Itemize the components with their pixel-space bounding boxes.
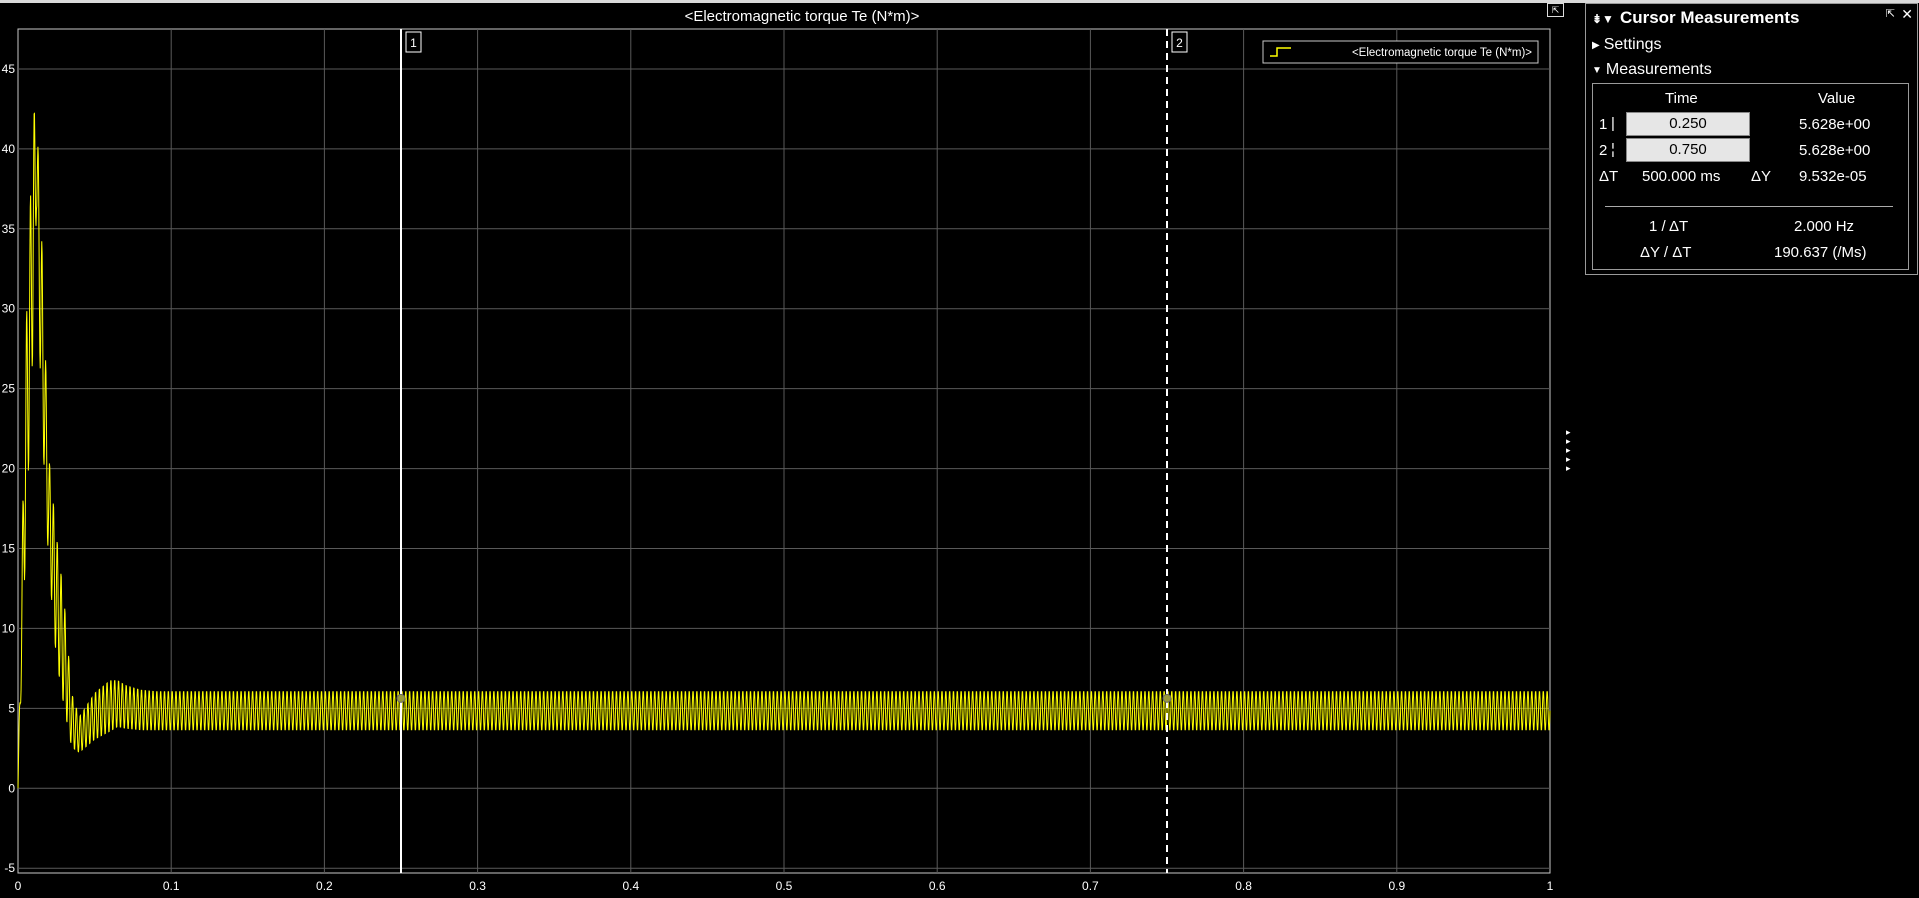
delta-t-label: ΔT [1599,168,1619,185]
y-tick-label: 15 [2,542,16,556]
x-tick-label: 0.1 [163,879,180,893]
pin-icon[interactable]: ⇟▼ [1592,12,1614,26]
cursor-1-solid-icon: | [1611,115,1615,132]
expand-panel-icon[interactable]: ▸ ▸ ▸ ▸ ▸ [1566,427,1571,473]
y-tick-label: 0 [8,781,15,795]
delta-t-value: 500.000 ms [1642,168,1721,185]
inverse-delta-t-value: 2.000 Hz [1794,218,1855,235]
x-tick-label: 0.2 [316,879,333,893]
y-tick-label: 20 [2,462,16,476]
x-tick-label: 0.4 [622,879,639,893]
x-tick-label: 0.6 [929,879,946,893]
x-tick-label: 0.7 [1082,879,1099,893]
settings-section[interactable]: ▶ Settings [1592,36,1662,54]
cursor-1-time-input[interactable]: 0.250 [1626,112,1750,136]
inverse-delta-t-label: 1 / ΔT [1649,218,1689,235]
measurements-table: Time Value 1 | 0.250 5.628e+00 2 ¦ 0.750… [1592,83,1909,270]
y-tick-label: 40 [2,142,16,156]
undock-panel-icon[interactable]: ⇱ [1885,8,1895,20]
cursor-1-marker [396,693,406,703]
y-tick-label: 5 [8,701,15,715]
y-tick-label: 30 [2,302,16,316]
chart-title: <Electromagnetic torque Te (N*m)> [685,8,920,25]
y-tick-label: 45 [2,62,16,76]
cursor-1-value: 5.628e+00 [1799,116,1871,133]
expand-settings-icon[interactable]: ▶ [1592,40,1600,51]
y-tick-label: 25 [2,382,16,396]
cursor-measurements-panel: ⇟▼ Cursor Measurements ⇱ ✕ ▶ Settings ▼ Mea… [1585,3,1918,275]
delta-y-value: 9.532e-05 [1799,168,1867,185]
undock-icon[interactable]: ⇱ [1547,3,1564,17]
cursor-2-tag[interactable] [1171,31,1188,53]
cursor-2-label: 2 [1176,36,1183,50]
cursor-2-label: 2 [1599,142,1608,159]
x-tick-label: 0.5 [776,879,793,893]
cursor-2-marker [1162,693,1172,703]
legend[interactable] [1262,40,1539,64]
x-tick-label: 0.3 [469,879,486,893]
x-tick-label: 0 [15,879,22,893]
y-tick-label: 10 [2,621,16,635]
divider [1605,206,1893,207]
scope-plot[interactable]: 0 0.1 0.2 0.3 0.4 0.5 0.6 0.7 0.8 0.9 1-5051015202… [0,0,1580,898]
cursor-1-label: 1 [1599,116,1608,133]
x-tick-label: 0.8 [1235,879,1252,893]
panel-title: Cursor Measurements [1619,8,1800,27]
cursor-1-tag[interactable] [405,31,422,53]
collapse-measurements-icon[interactable]: ▼ [1592,65,1602,76]
time-column-header: Time [1665,90,1698,107]
settings-label: Settings [1603,36,1662,53]
panel-header[interactable]: ⇟▼ Cursor Measurements [1592,8,1799,28]
y-tick-label: -5 [4,861,15,875]
x-tick-label: 0.9 [1388,879,1405,893]
cursor-2-dashed-icon: ¦ [1611,141,1615,158]
y-tick-label: 35 [2,222,16,236]
x-tick-label: 1 [1547,879,1554,893]
cursor-2-time-input[interactable]: 0.750 [1626,138,1750,162]
cursor-2-value: 5.628e+00 [1799,142,1871,159]
cursor-1-label: 1 [410,36,417,50]
value-column-header: Value [1818,90,1856,107]
slope-value: 190.637 (/Ms) [1774,244,1867,261]
legend-swatch-icon [1270,47,1291,57]
slope-label: ΔY / ΔT [1640,244,1692,261]
delta-y-label: ΔY [1751,168,1772,185]
close-icon[interactable]: ✕ [1901,6,1913,22]
legend-label: <Electromagnetic torque Te (N*m)> [1352,47,1532,59]
measurements-label: Measurements [1605,61,1712,78]
window-top-border [0,0,1919,3]
measurements-section[interactable]: ▼ Measurements [1592,61,1712,79]
series-line [17,112,1551,789]
